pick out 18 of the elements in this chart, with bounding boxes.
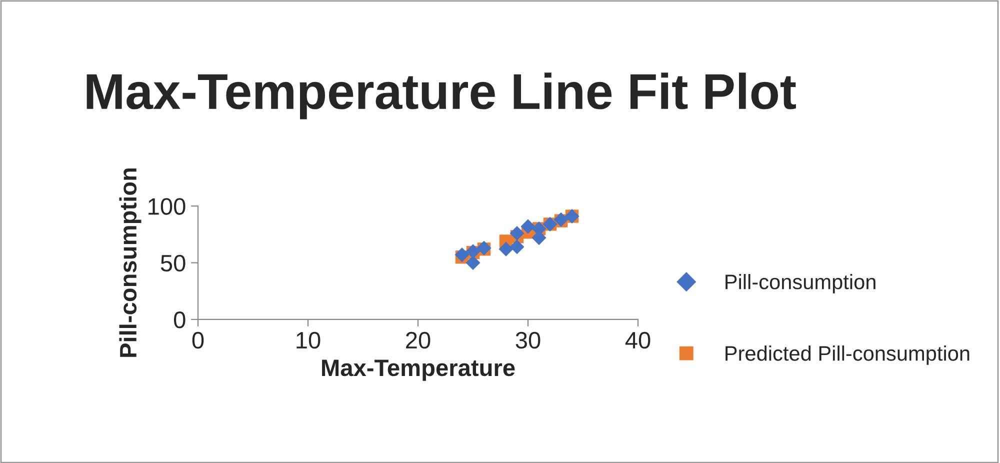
- point: [510, 240, 524, 254]
- point: [520, 219, 536, 234]
- x-axis-title: Max-Temperature: [322, 360, 515, 381]
- x-tick-label: 20: [406, 332, 430, 349]
- y-axis-title: Pill-consumption: [119, 168, 142, 357]
- x-tick-label: 10: [296, 332, 320, 349]
- x-tick-label: 30: [516, 332, 540, 349]
- point: [498, 242, 514, 256]
- y-tick-label: 0: [174, 312, 186, 328]
- chart-title: Max-Temperature Line Fit Plot: [86, 72, 796, 120]
- legend-label: Pill-consumption: [726, 274, 876, 294]
- point: [510, 226, 524, 241]
- y-tick-label: 100: [148, 198, 186, 215]
- x-tick-label: 40: [625, 332, 650, 349]
- point: [466, 255, 480, 270]
- y-tick-label: 50: [160, 254, 186, 272]
- x-tick-label: 0: [192, 332, 204, 349]
- legend-label: Predicted Pill-consumption: [726, 346, 970, 365]
